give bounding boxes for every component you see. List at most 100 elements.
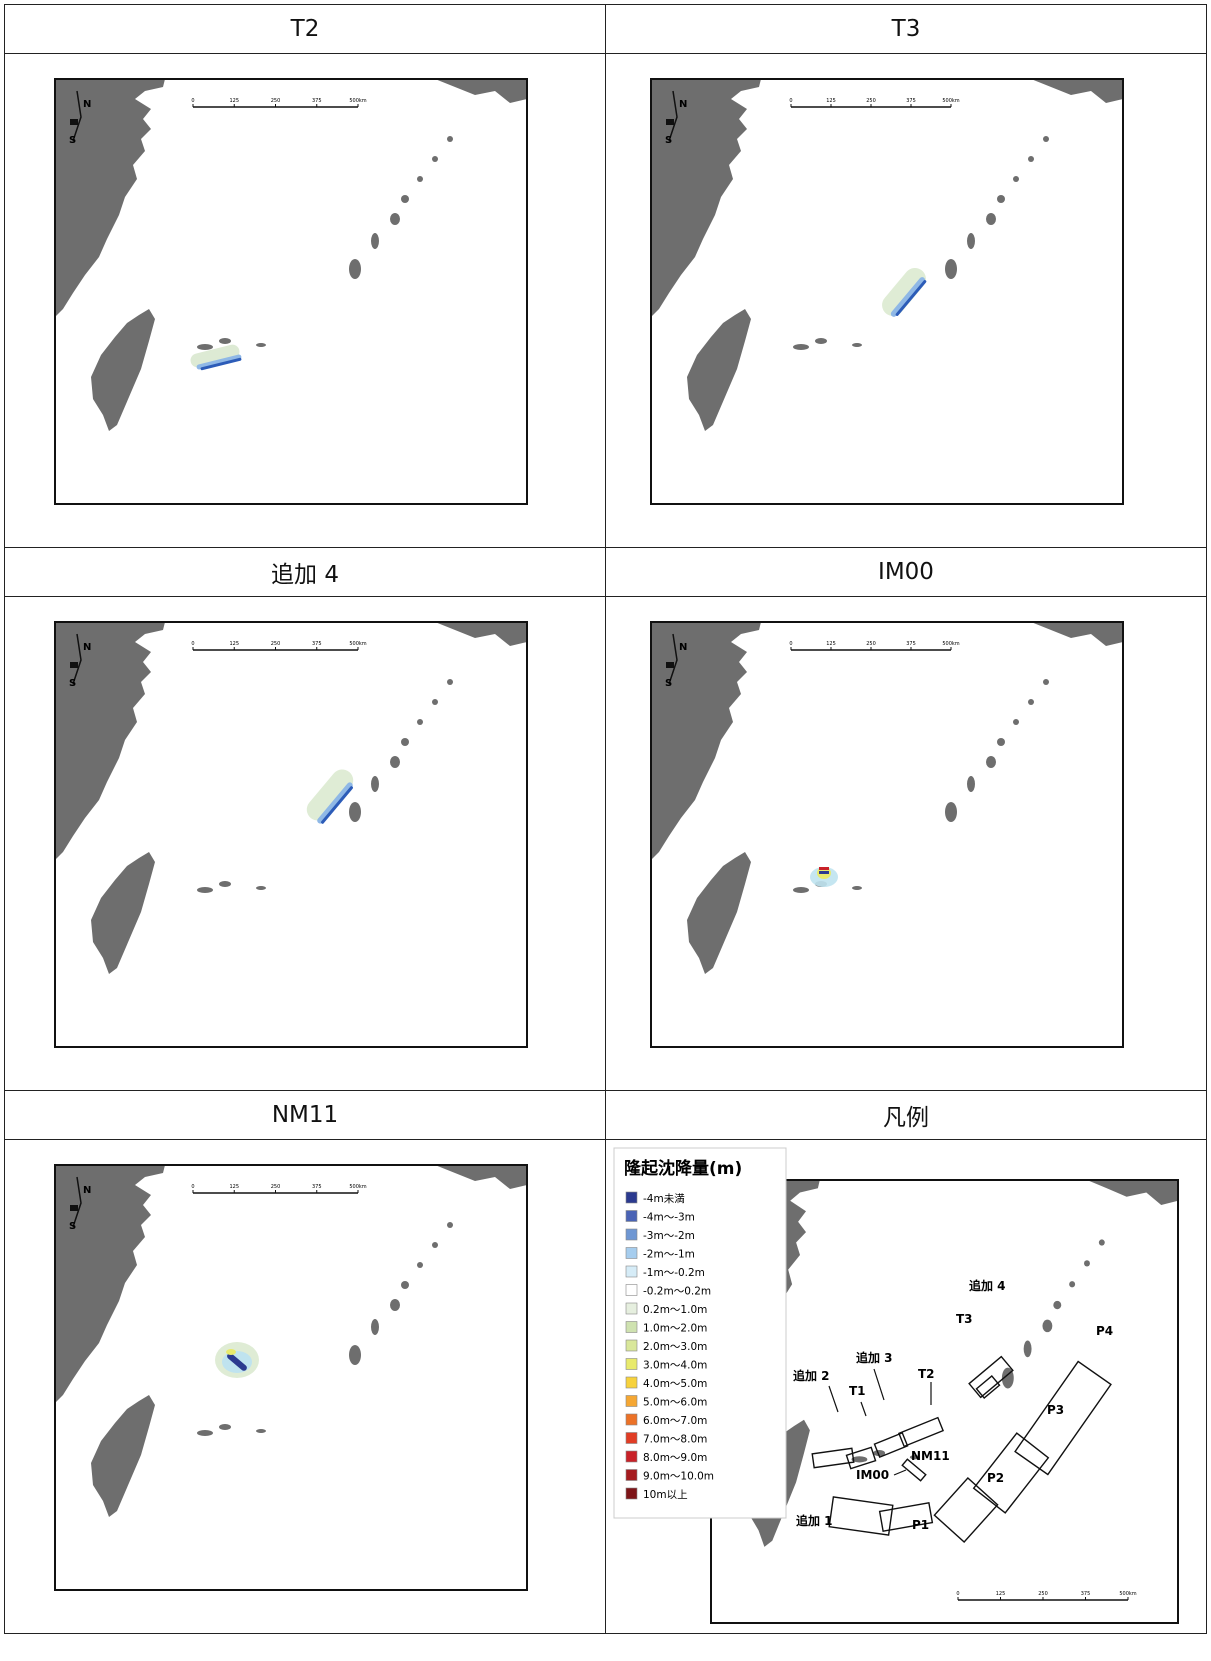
legend-swatch [625,1432,638,1444]
island [401,1281,409,1289]
fault-label: P3 [1047,1403,1064,1417]
map-frame [650,78,1124,505]
island [371,233,379,249]
taiwan-island [91,852,155,974]
subsidence-zone-dark [321,786,353,824]
scale-tick-label: 500km [349,641,366,647]
fault-label: NM11 [911,1449,950,1463]
scale-tick-label: 500km [349,1184,366,1190]
scale-tick-label: 0 [191,641,194,647]
fault-label: 追加 1 [796,1513,833,1528]
map-tsuika4: NS0 125 250 375 500km [54,621,528,1048]
legend-label: 1.0m～2.0m [643,1323,707,1335]
island [873,1449,886,1457]
label-arrows [828,1368,932,1476]
island [1098,1239,1105,1246]
scale-bar: 0 125 250 375 500km [956,1591,1137,1601]
fault-label: T1 [849,1384,866,1398]
island [793,887,809,893]
subsidence-core [227,1353,247,1371]
scale-tick-label: 125 [996,1591,1006,1597]
island [197,887,213,893]
map-nm11: NS0 125 250 375 500km [54,1164,528,1591]
island [447,1222,453,1228]
mainland-china [55,79,165,317]
panel-title-im00: IM00 [605,547,1207,597]
mainland-china [55,622,165,860]
island [390,213,400,225]
island [997,195,1005,203]
fault-t1 [845,1446,877,1470]
taiwan-island [91,1395,155,1517]
map-frame [650,621,1124,1048]
map-frame [54,1164,528,1591]
uplift-peak [819,867,829,870]
island [793,344,809,350]
base-map: NS0 125 250 375 500km [650,78,1124,505]
legend-label: 10m以上 [643,1489,688,1501]
legend-label: -2m～-1m [643,1249,695,1261]
island [1013,719,1019,725]
scale-tick-label: 125 [229,641,239,647]
south-label: S [665,678,672,689]
legend-label: 7.0m～8.0m [643,1434,707,1446]
island [219,338,231,344]
fault-p1 [878,1501,934,1533]
island [1053,1300,1062,1310]
panel-t3: N S 0 125 250 375 500km [605,53,1207,548]
legend-label: 8.0m～9.0m [643,1452,707,1464]
panel-legend: 0 125 250 375 500km 追加 4 T3 P4 追加 3 T2 追加 2 T1 P3 NM1… [605,1139,1207,1634]
north-label: N [83,642,91,653]
land-layer [55,622,527,974]
scale-tick-label: 125 [229,98,239,104]
north-label: N [679,99,687,110]
north-arrow-icon: NS [665,633,687,689]
subsidence-peak [819,871,829,874]
land-layer [55,79,527,431]
fault-tsuika4 [968,1355,1014,1399]
island [219,1424,231,1430]
island [1028,699,1034,705]
island [417,719,423,725]
fault-nm11 [901,1458,927,1482]
taiwan-island [91,309,155,431]
legend-swatch [625,1191,638,1204]
scale-tick-label: 125 [229,1184,239,1190]
base-map: NS0 125 250 375 500km [650,621,1124,1048]
legend-box: 隆起沈降量(m) -4m未満 -4m～-3m -3m～-2m -2m～-1m -1m～-0… [613,1147,787,1519]
island [349,1345,361,1365]
map-im00: NS0 125 250 375 500km [650,621,1124,1048]
fault-label: T3 [956,1312,973,1326]
fault-models [811,1355,1112,1543]
scale-tick-label: 500km [942,641,959,647]
legend-swatch [625,1265,638,1278]
island [945,802,957,822]
north-label: N [679,642,687,653]
island [967,776,975,792]
legend-label: 5.0m～6.0m [643,1397,707,1409]
island [197,344,213,350]
island [447,679,453,685]
fault-tsuika1 [828,1496,894,1536]
mainland-china [651,79,761,317]
subsidence-zone-light [890,277,926,317]
north-arrow-icon: NS [69,1176,91,1232]
panel-title-t2: T2 [4,4,606,54]
legend-swatch [625,1376,638,1389]
island [1069,1281,1076,1288]
legend-label: -1m～-0.2m [643,1267,705,1279]
panel-im00: N S 0 125 250 375 500km [605,596,1207,1091]
scale-tick-label: 250 [866,98,876,104]
scale-tick-label: 250 [866,641,876,647]
legend-label: 4.0m～5.0m [643,1378,707,1390]
island [1023,1340,1032,1358]
uplift-zone [306,769,354,821]
scale-tick-label: 250 [1038,1591,1048,1597]
scale-tick-label: 375 [312,641,322,647]
island [1028,156,1034,162]
island [390,756,400,768]
legend-label: 6.0m～7.0m [643,1415,707,1427]
north-label: N [83,99,91,110]
uplift-zone [882,267,926,317]
legend-title: 隆起沈降量(m) [624,1158,742,1179]
